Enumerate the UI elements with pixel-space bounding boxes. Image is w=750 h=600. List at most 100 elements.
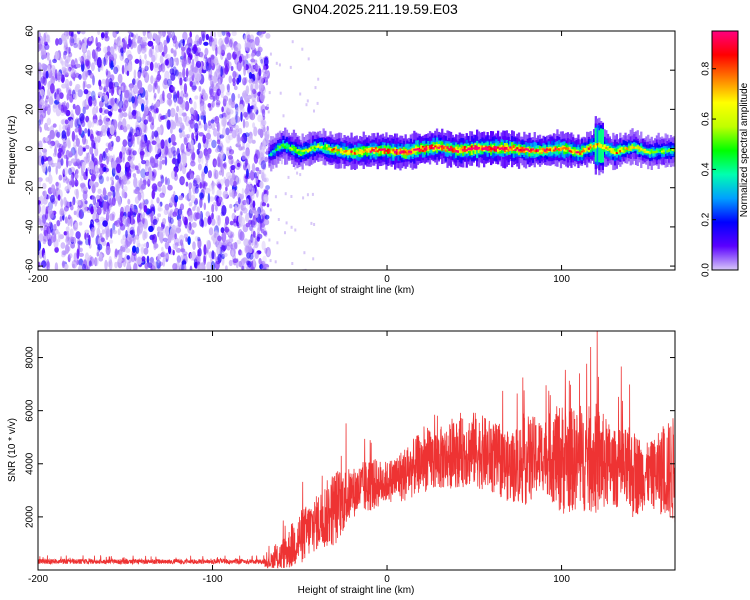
- heatmap-noise-cell: [67, 124, 72, 130]
- x-tick-label: -100: [203, 574, 223, 585]
- heatmap-noise-cell: [284, 231, 286, 235]
- heatmap-noise-cell: [126, 216, 131, 228]
- heatmap-noise-cell: [274, 195, 277, 199]
- heatmap-noise-cell: [227, 134, 234, 141]
- heatmap-noise-cell: [266, 250, 270, 256]
- heatmap-noise-cell: [69, 35, 74, 47]
- heatmap-noise-cell: [103, 56, 106, 67]
- heatmap-noise-cell: [160, 65, 166, 73]
- heatmap-ridge-cell: [373, 149, 376, 152]
- heatmap-noise-cell: [188, 221, 192, 231]
- heatmap-noise-cell: [172, 90, 177, 95]
- heatmap-ridge-cell: [509, 146, 512, 151]
- heatmap-ridge-cell: [622, 148, 625, 153]
- heatmap-noise-cell: [181, 213, 184, 219]
- heatmap-noise-cell: [246, 260, 251, 266]
- heatmap-noise-cell: [127, 146, 132, 156]
- heatmap-noise-cell: [143, 205, 148, 213]
- heatmap-ridge-cell: [301, 149, 304, 153]
- heatmap-noise-cell: [168, 212, 171, 218]
- heatmap-noise-cell: [114, 248, 118, 258]
- heatmap-noise-cell: [207, 170, 212, 179]
- heatmap-noise-cell: [112, 31, 117, 38]
- heatmap-noise-cell: [65, 67, 71, 76]
- heatmap-noise-cell: [107, 142, 112, 151]
- heatmap-noise-cell: [277, 218, 280, 221]
- heatmap-ridge-cell: [493, 146, 496, 152]
- heatmap-noise-cell: [73, 42, 78, 49]
- heatmap-noise-cell: [131, 96, 135, 104]
- heatmap-ridge-cell: [664, 148, 667, 151]
- heatmap-noise-cell: [228, 237, 234, 243]
- heatmap-noise-cell: [241, 187, 245, 196]
- heatmap-noise-cell: [206, 65, 211, 73]
- heatmap-noise-cell: [123, 59, 129, 64]
- heatmap-noise-cell: [144, 53, 147, 60]
- heatmap-noise-cell: [201, 171, 205, 182]
- heatmap-noise-cell: [240, 111, 243, 122]
- heatmap-noise-cell: [88, 260, 92, 267]
- heatmap-noise-cell: [75, 169, 79, 175]
- heatmap-noise-cell: [142, 198, 145, 208]
- heatmap-noise-cell: [219, 114, 224, 119]
- heatmap-noise-cell: [126, 124, 131, 130]
- heatmap-noise-cell: [170, 133, 176, 144]
- colorbar-tick-label: 0.0: [701, 263, 712, 277]
- heatmap-noise-cell: [194, 122, 199, 133]
- heatmap-noise-cell: [144, 175, 148, 180]
- heatmap-ridge-cell: [612, 150, 615, 154]
- heatmap-noise-cell: [245, 245, 250, 253]
- heatmap-noise-cell: [114, 182, 120, 193]
- heatmap-noise-cell: [83, 186, 88, 191]
- heatmap-noise-cell: [48, 174, 53, 185]
- heatmap-ridge-cell: [291, 148, 294, 151]
- heatmap-noise-cell: [68, 51, 73, 58]
- heatmap-noise-cell: [174, 69, 179, 76]
- heatmap-noise-cell: [127, 133, 132, 142]
- heatmap-noise-cell: [179, 122, 185, 131]
- heatmap-noise-cell: [74, 134, 78, 141]
- heatmap-noise-cell: [245, 198, 250, 206]
- heatmap-noise-cell: [193, 66, 199, 73]
- heatmap-ridge-cell: [449, 147, 453, 151]
- heatmap-ridge-cell: [280, 144, 283, 147]
- heatmap-noise-cell: [150, 212, 153, 224]
- heatmap-ridge-cell: [270, 153, 273, 156]
- heatmap-noise-cell: [72, 263, 75, 269]
- heatmap-noise-cell: [247, 94, 253, 100]
- heatmap-noise-cell: [70, 242, 75, 249]
- heatmap-noise-cell: [205, 247, 209, 255]
- heatmap-noise-cell: [106, 210, 110, 220]
- heatmap-noise-cell: [177, 208, 183, 216]
- colorbar-tick-label: 0.8: [701, 61, 712, 75]
- heatmap-noise-cell: [48, 160, 53, 166]
- heatmap-noise-cell: [104, 120, 109, 129]
- heatmap-noise-cell: [221, 231, 227, 243]
- heatmap-noise-cell: [238, 127, 243, 135]
- heatmap-noise-cell: [146, 60, 151, 66]
- heatmap-ridge-cell: [463, 146, 467, 152]
- heatmap-ridge-cell: [420, 145, 423, 152]
- heatmap-noise-cell: [251, 65, 254, 74]
- heatmap-noise-cell: [163, 39, 167, 47]
- heatmap-noise-cell: [146, 255, 150, 264]
- heatmap-noise-cell: [225, 186, 228, 192]
- heatmap-ridge-cell: [579, 152, 582, 155]
- heatmap-noise-cell: [191, 139, 194, 150]
- heatmap-noise-cell: [222, 127, 226, 138]
- heatmap-ridge-cell: [338, 149, 341, 152]
- heatmap-noise-cell: [217, 253, 222, 263]
- heatmap-noise-cell: [134, 188, 140, 195]
- heatmap-ridge-cell: [619, 147, 622, 153]
- heatmap-noise-cell: [251, 187, 256, 196]
- heatmap-noise-cell: [64, 216, 68, 224]
- heatmap-noise-cell: [221, 106, 224, 113]
- heatmap-noise-cell: [82, 263, 86, 270]
- heatmap-noise-cell: [72, 36, 78, 46]
- heatmap-ridge-cell: [661, 150, 664, 153]
- heatmap-ridge-cell: [385, 149, 388, 152]
- heatmap-noise-cell: [69, 93, 74, 103]
- heatmap-noise-cell: [114, 124, 117, 133]
- heatmap-ridge-cell: [392, 148, 395, 152]
